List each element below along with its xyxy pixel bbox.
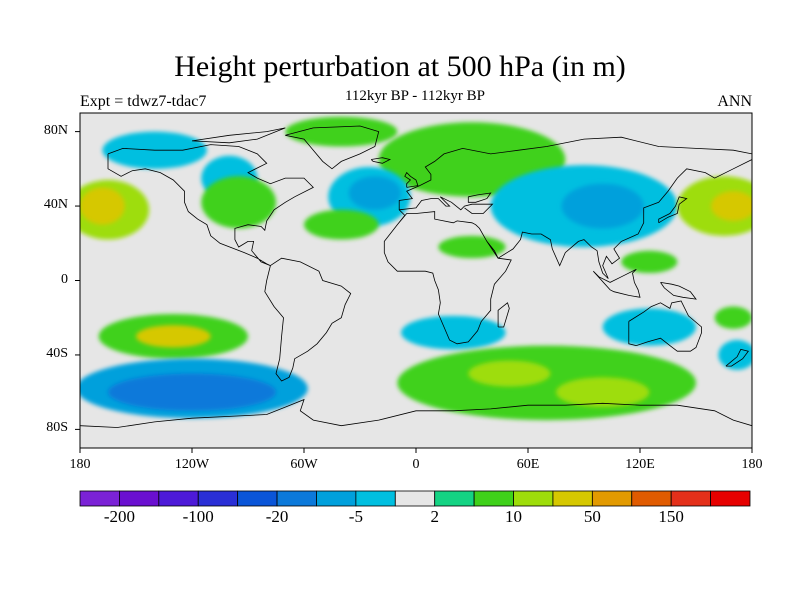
- colorbar-swatch: [355, 490, 396, 507]
- coastline-britain: [404, 171, 419, 188]
- chart-title: Height perturbation at 500 hPa (in m): [174, 50, 626, 83]
- colorbar: [79, 490, 751, 507]
- lon-label: 120W: [174, 457, 210, 472]
- colorbar-swatch: [158, 490, 199, 507]
- coastline-australia: [628, 300, 702, 352]
- colorbar-label: -200: [103, 507, 135, 526]
- colorbar-swatch: [473, 490, 514, 507]
- anomaly-indian-ocean: [556, 377, 650, 408]
- coastline-black-caspian: [467, 192, 492, 203]
- lat-label: 40N: [43, 197, 68, 213]
- colorbar-swatch: [631, 490, 672, 507]
- anomaly-atlantic-subtropics: [304, 209, 379, 240]
- coastline-greenland: [285, 125, 380, 170]
- colorbar-label: 10: [505, 507, 523, 526]
- tick-marks: [75, 131, 753, 453]
- experiment-label: Expt = tdwz7-tdac7: [80, 93, 207, 110]
- lat-label: 80N: [43, 122, 68, 138]
- anomaly-southern-ocean: [108, 373, 276, 411]
- coastline-new-zealand: [725, 348, 749, 367]
- anomaly-new-zealand: [718, 340, 752, 370]
- lon-label: 180: [741, 457, 763, 472]
- season-label: ANN: [717, 93, 752, 110]
- anomaly-south-atlantic: [401, 315, 506, 350]
- anomaly-japan: [710, 191, 752, 221]
- lon-label: 60W: [290, 457, 318, 472]
- colorbar-swatch: [552, 490, 593, 507]
- colorbar-swatch: [79, 490, 120, 507]
- colorbar-swatch: [197, 490, 239, 507]
- anomaly-australia: [602, 308, 696, 346]
- colorbar-swatch: [670, 490, 711, 507]
- anomaly-pacific-tropics: [621, 250, 678, 274]
- anomaly-asia: [561, 183, 644, 229]
- colorbar-label: 50: [583, 507, 601, 526]
- coastline-arctic-islands: [191, 127, 286, 144]
- coastline-layer: [80, 125, 752, 428]
- coastline-antarctica: [80, 398, 752, 428]
- lat-label: 0: [61, 271, 68, 287]
- coastline-north-america: [107, 144, 314, 266]
- anomaly-south-pacific: [136, 325, 211, 348]
- colorbar-label: 2: [430, 507, 439, 526]
- anomaly-arctic: [285, 116, 398, 147]
- coastline-africa-eurasia: [383, 136, 752, 345]
- chart-subtitle: 112kyr BP - 112kyr BP: [344, 88, 485, 104]
- coastline-japan: [658, 196, 688, 224]
- lat-label: 40S: [46, 345, 68, 361]
- anomaly-new-zealand: [714, 306, 752, 329]
- lon-label: 60E: [516, 457, 540, 472]
- anomaly-mediterranean: [438, 235, 506, 259]
- colorbar-swatch: [237, 490, 278, 507]
- colorbar-swatch: [710, 490, 751, 507]
- colorbar-label: 150: [658, 507, 684, 526]
- colorbar-label: -100: [182, 507, 214, 526]
- anomaly-indian-ocean: [397, 345, 696, 421]
- lon-label: 0: [412, 457, 420, 472]
- colorbar-swatch: [316, 490, 357, 507]
- colorbar-label: -5: [348, 507, 363, 526]
- lon-label: 180: [69, 457, 91, 472]
- lon-label: 120E: [625, 457, 655, 472]
- coastline-new-guinea: [660, 282, 697, 300]
- colorbar-swatch: [276, 490, 317, 507]
- anomaly-indian-ocean: [468, 360, 551, 387]
- coastline-iceland: [370, 157, 392, 164]
- coastline-south-america: [264, 257, 352, 382]
- colorbar-swatch: [394, 490, 436, 507]
- anomaly-hudson: [201, 176, 276, 229]
- colorbar-swatch: [434, 490, 475, 507]
- colorbar-swatch: [513, 490, 554, 507]
- coastline-mediterranean-europe: [399, 196, 494, 214]
- coastline-madagascar: [497, 302, 510, 328]
- coastline-indonesia: [593, 268, 641, 298]
- lat-label: 80S: [46, 420, 68, 436]
- anomaly-north-atlantic: [348, 176, 402, 210]
- colorbar-swatch: [119, 490, 160, 507]
- colorbar-swatch: [591, 490, 633, 507]
- colorbar-label: -20: [265, 507, 289, 526]
- anomaly-north-pacific: [80, 187, 125, 225]
